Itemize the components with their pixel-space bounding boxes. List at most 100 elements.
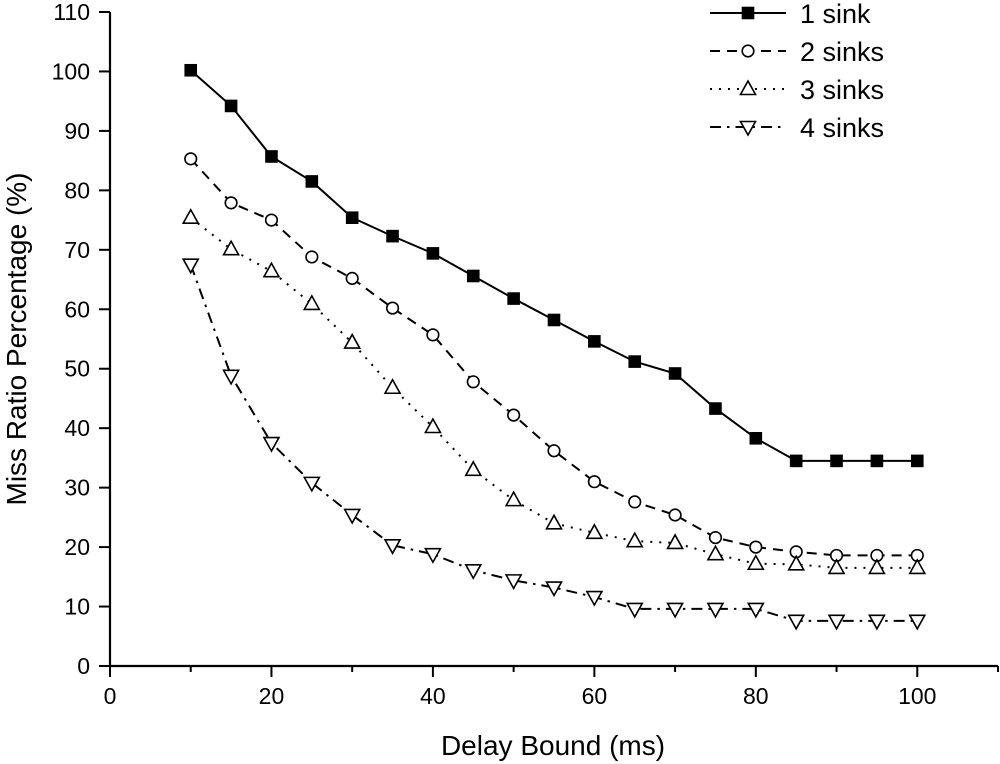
data-point — [787, 554, 806, 571]
x-axis-label: Delay Bound (ms) — [441, 730, 665, 761]
data-point — [708, 530, 723, 545]
data-point — [345, 211, 359, 225]
data-point — [666, 602, 684, 619]
data-point — [222, 239, 240, 256]
x-tick-label: 20 — [259, 683, 285, 709]
legend-label: 3 sinks — [800, 75, 884, 105]
y-tick-label: 40 — [64, 415, 90, 441]
y-tick-label: 50 — [64, 356, 90, 382]
y-tick-label: 30 — [64, 475, 90, 501]
data-point — [424, 547, 442, 564]
data-point — [345, 271, 359, 285]
y-tick-label: 100 — [52, 58, 90, 84]
data-point — [545, 581, 563, 598]
y-tick-label: 60 — [64, 296, 90, 322]
x-tick-label: 40 — [420, 683, 446, 709]
legend-marker — [739, 79, 757, 96]
legend-label: 1 sink — [800, 0, 871, 29]
data-point — [668, 367, 682, 380]
x-tick-label: 60 — [582, 683, 608, 709]
y-tick-label: 90 — [64, 118, 90, 144]
data-point — [343, 332, 362, 349]
data-point — [547, 313, 561, 327]
data-point — [789, 454, 803, 468]
legend: 1 sink 2 sinks 3 sinks 4 sinks — [710, 0, 884, 143]
data-point — [668, 508, 682, 522]
y-tick-label: 10 — [64, 594, 90, 620]
data-point — [868, 558, 886, 575]
legend-label: 2 sinks — [800, 37, 884, 67]
data-point — [302, 294, 321, 311]
data-point — [749, 431, 763, 445]
data-point — [908, 558, 927, 575]
data-point — [184, 152, 198, 166]
data-point — [827, 558, 846, 575]
data-point — [302, 476, 321, 493]
data-point — [386, 229, 399, 243]
data-point — [504, 574, 523, 591]
data-point — [466, 269, 480, 283]
data-point — [746, 602, 765, 619]
data-point — [464, 460, 483, 477]
data-point — [628, 495, 642, 509]
legend-marker — [741, 6, 755, 20]
data-point — [628, 355, 642, 368]
data-point — [262, 261, 281, 278]
data-point — [426, 328, 440, 342]
data-point — [507, 408, 521, 422]
y-tick-label: 20 — [64, 534, 90, 560]
y-tick-label: 110 — [53, 0, 90, 25]
legend-marker — [739, 120, 757, 137]
data-point — [625, 531, 644, 548]
data-point — [827, 614, 846, 631]
series-lines — [189, 69, 918, 622]
data-point — [181, 258, 200, 275]
data-point — [466, 375, 480, 389]
data-point — [585, 523, 604, 540]
data-point — [224, 196, 238, 210]
data-point — [709, 402, 722, 415]
data-point — [585, 590, 604, 607]
data-point — [507, 292, 520, 305]
data-point — [426, 247, 440, 260]
data-point — [264, 213, 279, 227]
y-axis-label: Miss Ratio Percentage (%) — [1, 172, 32, 505]
data-point — [587, 475, 601, 489]
data-point — [383, 378, 402, 395]
axes — [108, 12, 998, 668]
data-point — [224, 99, 238, 113]
data-point — [910, 454, 924, 468]
data-point — [464, 563, 483, 580]
data-point — [749, 540, 763, 554]
data-point — [588, 335, 601, 348]
legend-marker — [741, 44, 755, 58]
data-point — [787, 614, 806, 631]
data-point — [706, 544, 725, 561]
data-point — [545, 513, 563, 530]
y-tick-label: 0 — [77, 653, 90, 679]
data-point — [868, 614, 886, 631]
data-point — [908, 614, 927, 631]
data-point — [265, 150, 278, 163]
data-point — [181, 208, 200, 225]
data-point — [870, 454, 884, 468]
y-tick-label: 80 — [64, 177, 90, 203]
x-tick-label: 0 — [104, 683, 117, 709]
data-point — [305, 250, 319, 264]
data-point — [305, 175, 319, 188]
data-point — [424, 417, 442, 434]
data-point — [666, 533, 684, 550]
series-markers — [181, 63, 927, 631]
data-point — [383, 539, 402, 555]
x-tick-label: 100 — [898, 683, 936, 709]
data-point — [746, 554, 765, 571]
data-point — [625, 602, 644, 619]
data-point — [706, 602, 725, 619]
data-point — [262, 436, 281, 453]
data-point — [222, 369, 240, 386]
data-point — [830, 454, 843, 468]
y-tick-label: 70 — [64, 237, 90, 263]
data-point — [504, 490, 523, 507]
data-point — [343, 508, 362, 525]
